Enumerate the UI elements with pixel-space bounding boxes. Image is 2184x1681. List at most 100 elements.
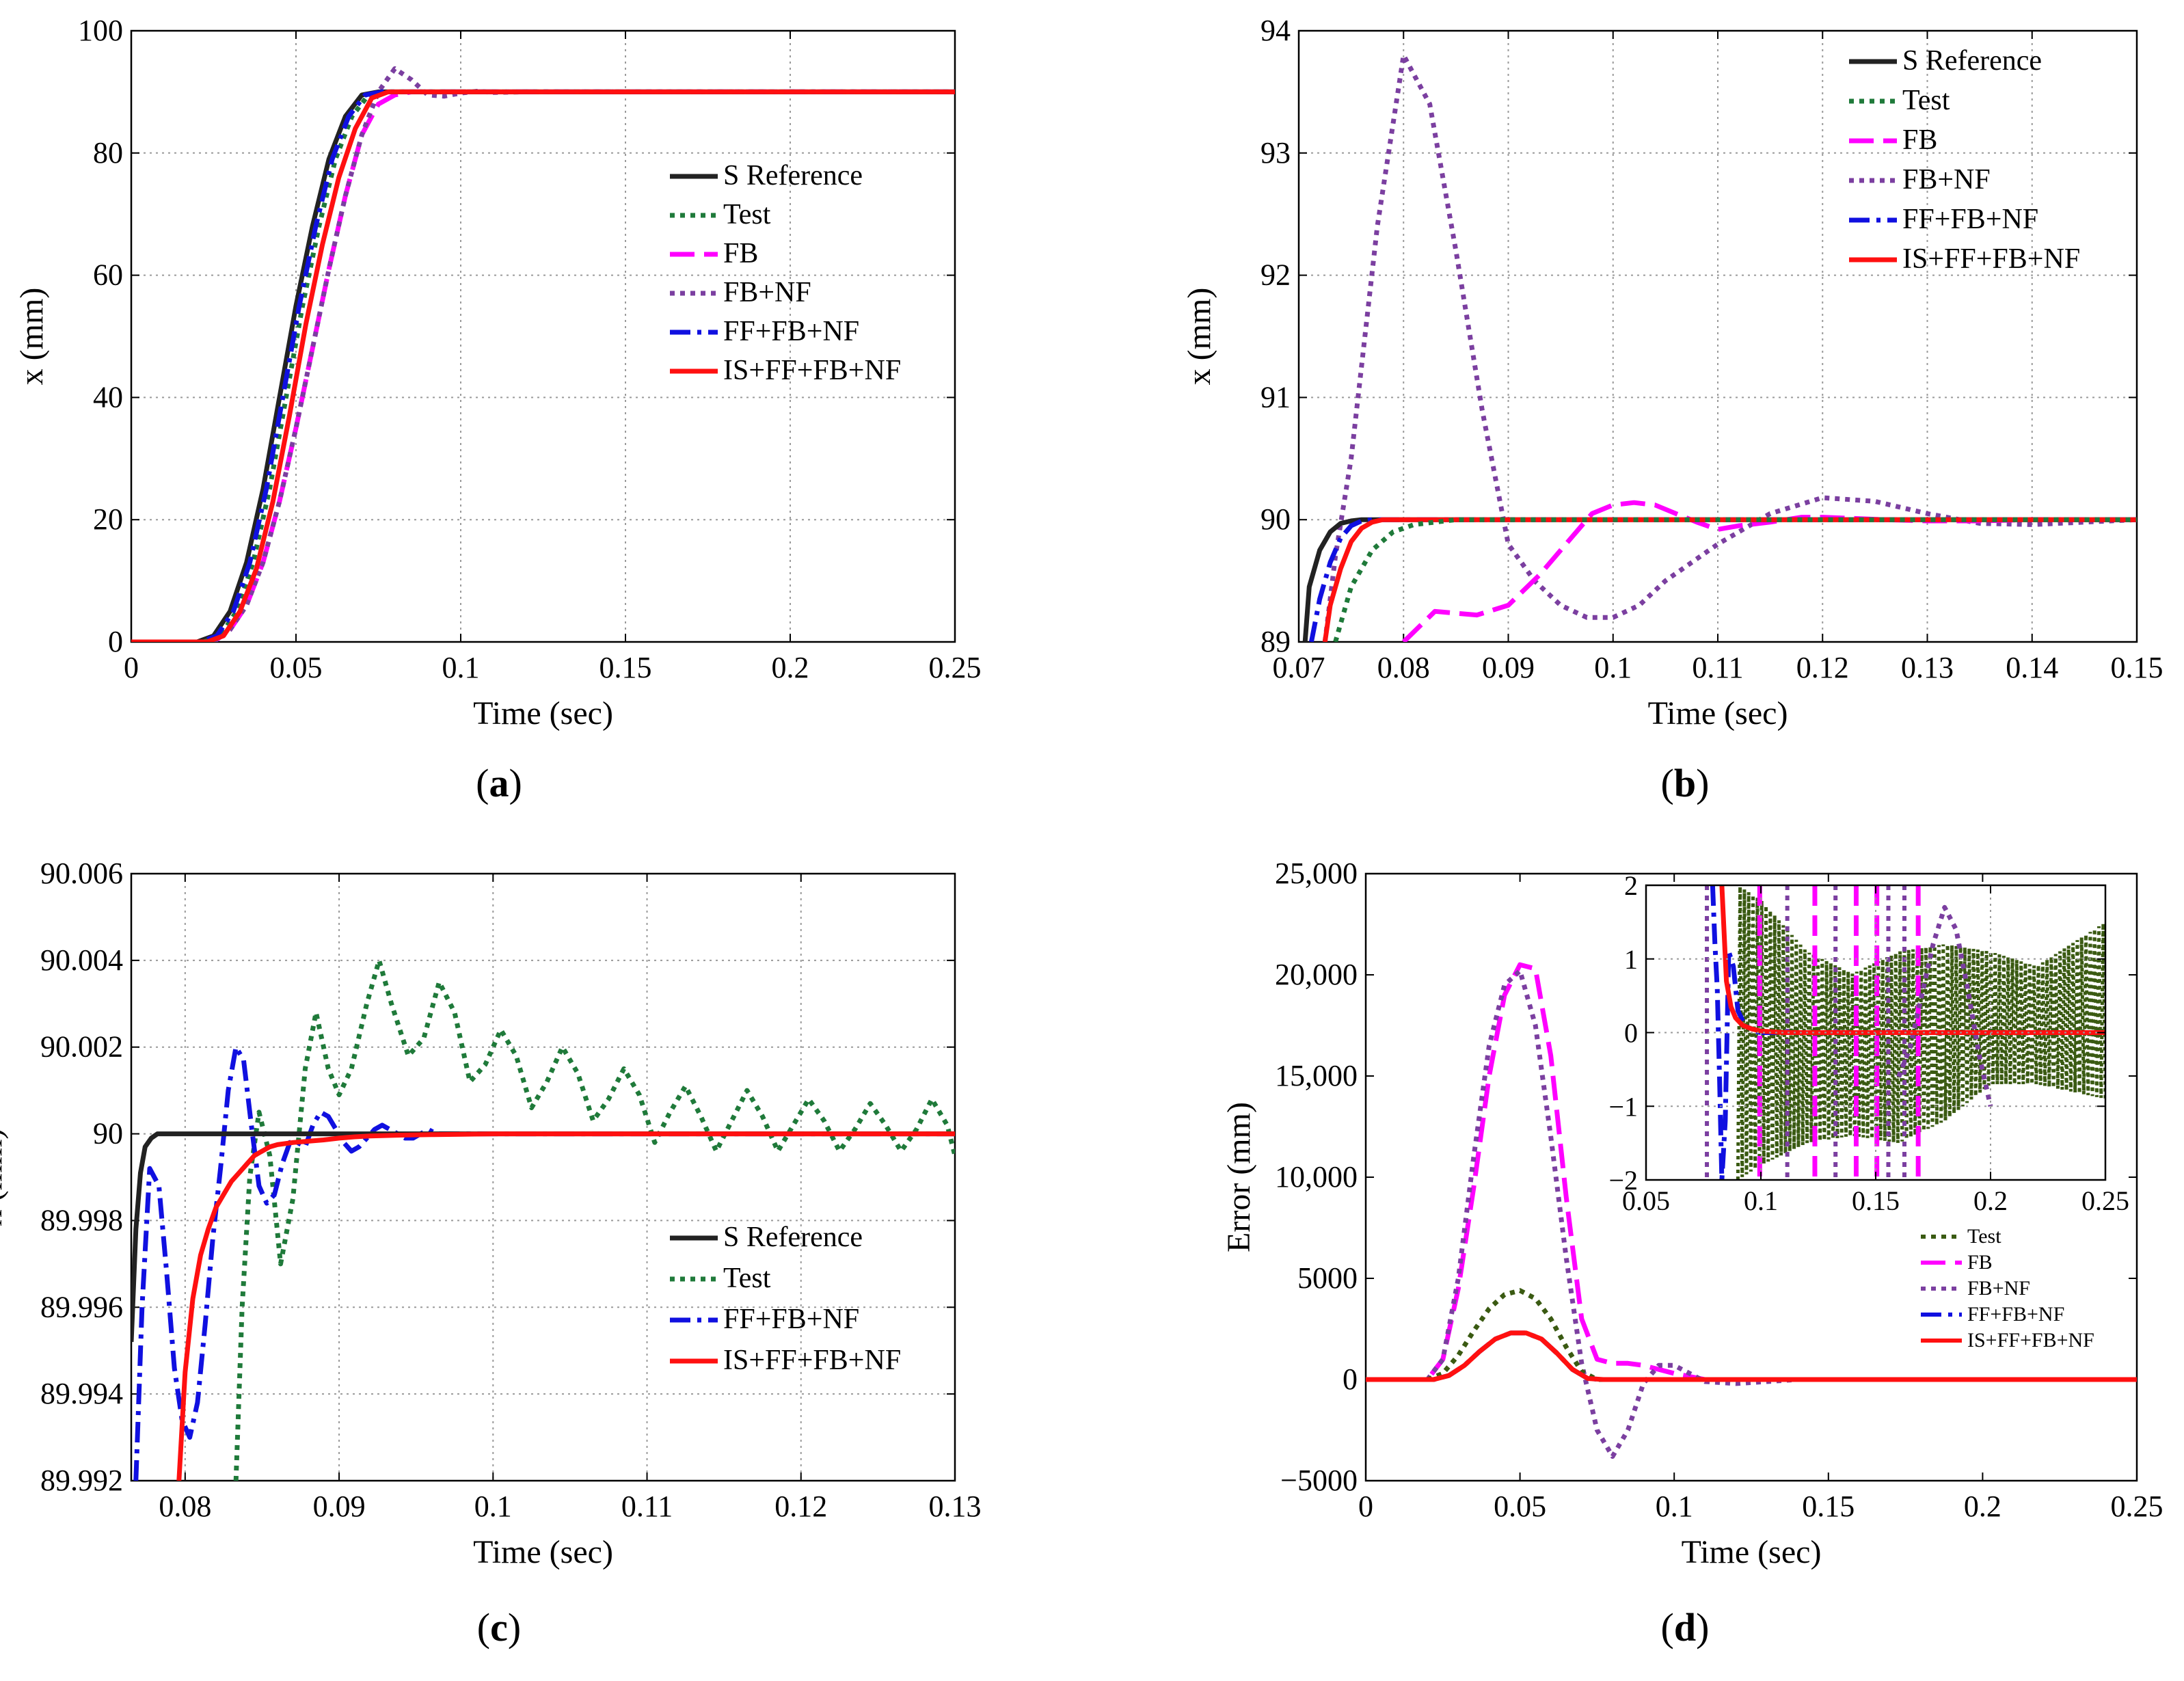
y-tick-label: 91 bbox=[1260, 380, 1291, 414]
x-tick-label: 0.12 bbox=[1796, 651, 1849, 684]
y-tick-label: 100 bbox=[78, 14, 123, 47]
panel-a-axes: 0 0.05 0.1 0.15 0.2 0.25 0 20 40 60 80 100 Time (sec… bbox=[14, 14, 982, 731]
series-line-fb-nf bbox=[1322, 53, 2137, 642]
legend-label: FB bbox=[723, 238, 758, 269]
y-tick-label: −2 bbox=[1608, 1165, 1638, 1196]
y-tick-label: 0 bbox=[108, 625, 123, 658]
x-tick-label: 0.15 bbox=[1852, 1185, 1900, 1216]
x-tick-label: 0.07 bbox=[1273, 651, 1325, 684]
y-tick-label: 89.994 bbox=[40, 1377, 123, 1410]
x-tick-label: 0.1 bbox=[1656, 1490, 1693, 1523]
x-axis-label: Time (sec) bbox=[1648, 695, 1788, 731]
y-tick-label: −1 bbox=[1608, 1091, 1638, 1122]
panel-label-b: (b) bbox=[1661, 761, 1710, 805]
y-tick-label: 90.006 bbox=[40, 857, 123, 890]
legend-label: Test bbox=[723, 199, 771, 230]
y-tick-label: 25,000 bbox=[1275, 857, 1358, 890]
series-line-is-ff-fb-nf bbox=[131, 89, 955, 642]
legend-label: FB+NF bbox=[1902, 164, 1991, 196]
panel-label-a: (a) bbox=[476, 761, 522, 805]
panel-d-axes: 0 0.05 0.1 0.15 0.2 0.25−50000500010,00015,00… bbox=[1221, 857, 2163, 1570]
series-line-test bbox=[1333, 517, 2137, 642]
y-tick-label: 92 bbox=[1260, 258, 1291, 292]
y-tick-label: 0 bbox=[1343, 1362, 1358, 1396]
panel-b-axes: 0.07 0.08 0.09 0.1 0.11 0.12 0.13 0.14 0.15 89 90 9… bbox=[1181, 14, 2163, 731]
legend-label: Test bbox=[723, 1263, 771, 1294]
x-tick-label: 0.05 bbox=[1622, 1185, 1670, 1216]
series-line-s-reference bbox=[131, 1131, 955, 1343]
legend-label: S Reference bbox=[723, 1222, 863, 1253]
x-tick-label: 0.12 bbox=[774, 1490, 827, 1523]
y-tick-label: 93 bbox=[1260, 136, 1291, 170]
x-tick-label: 0.15 bbox=[599, 651, 652, 684]
series-line-fb-nf bbox=[1896, 904, 1993, 1107]
legend-label: Test bbox=[1902, 85, 1950, 116]
series-line-fb-nf bbox=[131, 66, 955, 642]
x-tick-label: 0.09 bbox=[1482, 651, 1535, 684]
x-tick-label: 0.1 bbox=[474, 1490, 512, 1523]
y-tick-label: −5000 bbox=[1280, 1464, 1358, 1497]
y-tick-label: 89.996 bbox=[40, 1290, 123, 1323]
x-tick-label: 0.1 bbox=[1744, 1185, 1778, 1216]
series-line-is-ff-fb-nf bbox=[1366, 1330, 2137, 1382]
y-tick-label: 10,000 bbox=[1275, 1160, 1358, 1194]
y-axis-label: x (mm) bbox=[14, 288, 50, 386]
legend: Test FB FB+NF FF+FB+NF IS+FF+FB+NF bbox=[1921, 1225, 2094, 1351]
x-tick-label: 0 bbox=[124, 651, 139, 684]
legend-label: FB bbox=[1902, 124, 1937, 156]
y-tick-label: 2 bbox=[1624, 870, 1638, 901]
x-tick-label: 0.08 bbox=[159, 1490, 211, 1523]
y-axis-label: Error (mm) bbox=[1221, 1102, 1257, 1252]
panel-a-series bbox=[131, 66, 955, 642]
x-tick-label: 0.11 bbox=[1692, 651, 1743, 684]
x-tick-label: 0.13 bbox=[1901, 651, 1954, 684]
plot-frame bbox=[130, 872, 956, 1482]
x-tick-label: 0.25 bbox=[2111, 1490, 2163, 1523]
x-tick-label: 0.1 bbox=[442, 651, 480, 684]
x-tick-label: 0.2 bbox=[772, 651, 809, 684]
x-tick-label: 0.14 bbox=[2006, 651, 2058, 684]
series-line-test bbox=[131, 89, 955, 642]
x-tick-label: 0.05 bbox=[1494, 1490, 1546, 1523]
series-line-s-reference bbox=[131, 89, 955, 642]
y-tick-label: 80 bbox=[93, 136, 123, 170]
y-tick-label: 15,000 bbox=[1275, 1059, 1358, 1092]
series-line-is-ff-fb-nf bbox=[176, 1131, 955, 1481]
y-tick-label: 1 bbox=[1624, 944, 1638, 975]
y-tick-label: 90 bbox=[1260, 502, 1291, 536]
x-tick-label: 0.09 bbox=[313, 1490, 366, 1523]
y-tick-label: 0 bbox=[1624, 1018, 1638, 1049]
x-tick-label: 0.05 bbox=[270, 651, 323, 684]
y-tick-label: 60 bbox=[93, 258, 123, 292]
panel-d-series bbox=[1366, 962, 2137, 1459]
legend-label: FF+FB+NF bbox=[1902, 204, 2038, 235]
y-axis-label: x (mm) bbox=[1181, 288, 1217, 386]
panel-b-series bbox=[1302, 53, 2137, 642]
y-tick-label: 89.992 bbox=[40, 1464, 123, 1497]
legend-label: IS+FF+FB+NF bbox=[723, 1345, 901, 1376]
plot-frame bbox=[130, 29, 956, 643]
x-tick-label: 0.13 bbox=[929, 1490, 982, 1523]
y-tick-label: 5000 bbox=[1297, 1261, 1358, 1295]
legend-label: IS+FF+FB+NF bbox=[723, 355, 901, 386]
x-tick-label: 0.11 bbox=[621, 1490, 673, 1523]
legend-label: Test bbox=[1967, 1225, 2001, 1248]
legend-label: FF+FB+NF bbox=[723, 1304, 859, 1335]
y-tick-label: 20,000 bbox=[1275, 958, 1358, 991]
legend-label: S Reference bbox=[1902, 45, 2042, 77]
legend-label: FB+NF bbox=[1967, 1277, 2030, 1300]
series-line-test-inset bbox=[1736, 886, 2105, 1180]
x-tick-label: 0.08 bbox=[1377, 651, 1430, 684]
x-tick-label: 0.15 bbox=[2111, 651, 2163, 684]
legend: S Reference Test FB FB+NF FF+FB+NF IS+FF+FB+N… bbox=[670, 160, 901, 386]
x-tick-label: 0 bbox=[1358, 1490, 1373, 1523]
y-tick-label: 20 bbox=[93, 502, 123, 536]
y-tick-label: 89 bbox=[1260, 625, 1291, 658]
y-tick-label: 89.998 bbox=[40, 1203, 123, 1237]
y-tick-label: 94 bbox=[1260, 14, 1291, 47]
legend-label: S Reference bbox=[723, 160, 863, 191]
legend-label: FB+NF bbox=[723, 277, 811, 308]
y-tick-label: 40 bbox=[93, 380, 123, 414]
x-tick-label: 0.2 bbox=[1973, 1185, 2008, 1216]
